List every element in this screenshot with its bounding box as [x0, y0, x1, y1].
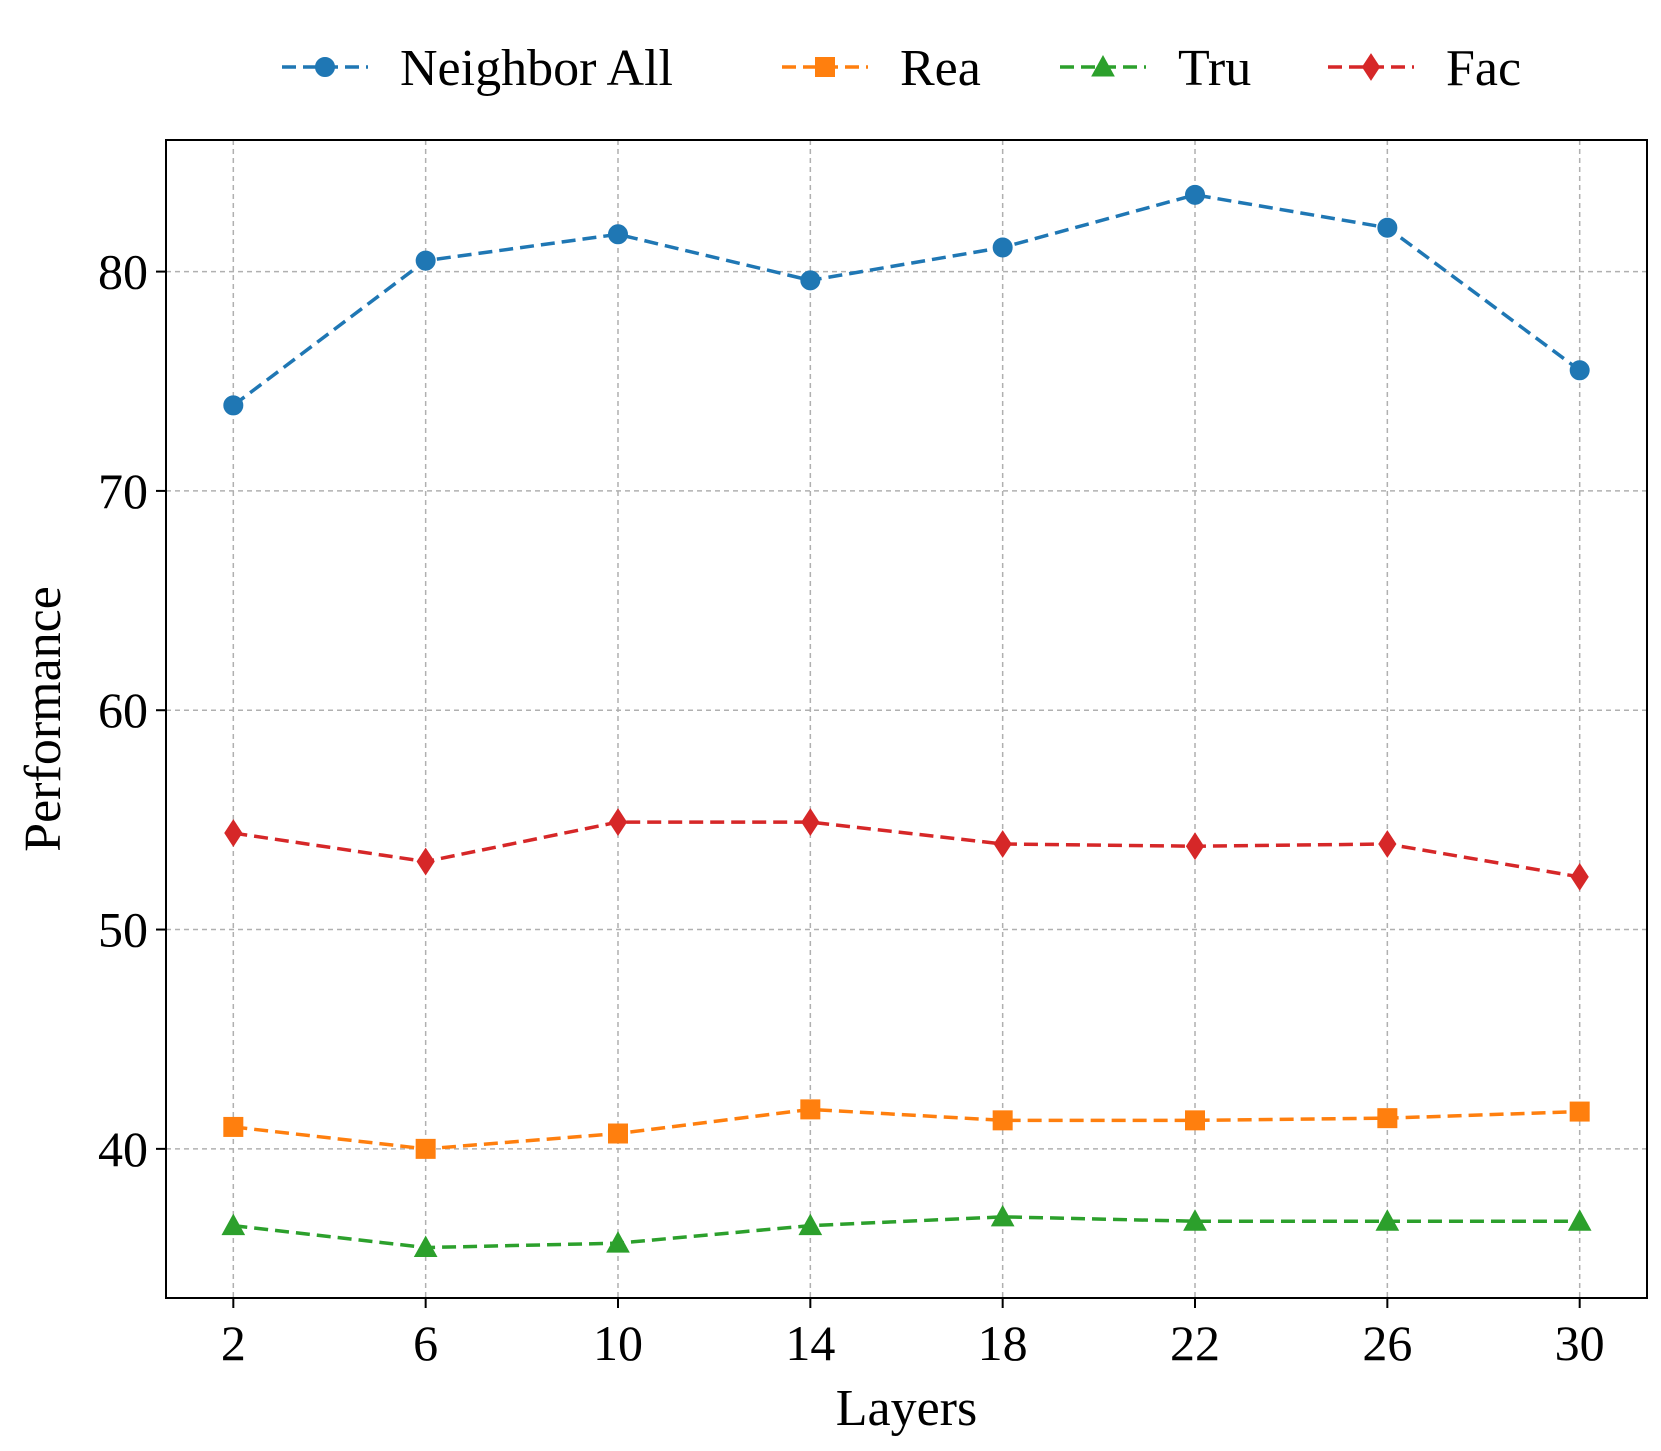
data-point — [1378, 218, 1397, 237]
data-point — [608, 225, 627, 244]
x-tick-label: 18 — [978, 1315, 1028, 1371]
data-point — [1571, 864, 1588, 890]
data-point — [993, 238, 1012, 257]
x-tick-label: 26 — [1362, 1315, 1412, 1371]
legend-label: Tru — [1178, 40, 1251, 97]
series-line — [233, 822, 1579, 877]
legend-marker — [816, 58, 835, 77]
grid — [166, 140, 1647, 1298]
y-tick-label: 80 — [98, 244, 148, 300]
legend-label: Neighbor All — [400, 40, 673, 97]
legend-item: Neighbor All — [282, 40, 673, 97]
data-point — [801, 271, 820, 290]
series-layer — [222, 185, 1590, 1256]
data-point — [994, 831, 1011, 857]
y-tick-label: 60 — [98, 682, 148, 738]
data-point — [224, 1117, 243, 1136]
data-point — [224, 396, 243, 415]
y-axis-title: Performance — [15, 586, 72, 852]
legend-label: Fac — [1446, 40, 1521, 97]
legend-item: Rea — [782, 40, 981, 97]
data-point — [222, 1215, 244, 1235]
legend-item: Tru — [1060, 40, 1251, 97]
x-tick-label: 14 — [785, 1315, 835, 1371]
data-point — [417, 849, 434, 875]
y-tick-label: 70 — [98, 463, 148, 519]
data-point — [1570, 361, 1589, 380]
legend-marker — [316, 58, 335, 77]
x-tick-label: 2 — [221, 1315, 246, 1371]
plot-frame — [166, 140, 1647, 1298]
data-point — [1186, 1111, 1205, 1130]
x-axis: 2 6 10 14 18 22 26 30 — [221, 1298, 1605, 1371]
x-tick-label: 6 — [413, 1315, 438, 1371]
series-fac — [225, 809, 1588, 890]
data-point — [1378, 1109, 1397, 1128]
y-tick-label: 40 — [98, 1121, 148, 1177]
legend-label: Rea — [900, 40, 981, 97]
data-point — [416, 251, 435, 270]
data-point — [1570, 1102, 1589, 1121]
x-tick-label: 22 — [1170, 1315, 1220, 1371]
data-point — [1186, 185, 1205, 204]
data-point — [802, 809, 819, 835]
legend-marker — [1363, 54, 1380, 80]
x-tick-label: 10 — [593, 1315, 643, 1371]
y-tick-label: 50 — [98, 902, 148, 958]
data-point — [993, 1111, 1012, 1130]
data-point — [1569, 1210, 1591, 1230]
x-axis-title: Layers — [836, 1380, 977, 1437]
data-point — [608, 1124, 627, 1143]
data-point — [1379, 831, 1396, 857]
series-tru — [222, 1206, 1590, 1257]
data-point — [416, 1139, 435, 1158]
data-point — [609, 809, 626, 835]
x-tick-label: 30 — [1555, 1315, 1605, 1371]
legend-item: Fac — [1328, 40, 1521, 97]
series-neighbor-all — [224, 185, 1589, 415]
data-point — [801, 1100, 820, 1119]
y-axis: 40 50 60 70 80 — [98, 244, 166, 1177]
series-line — [233, 1217, 1579, 1248]
data-point — [225, 820, 242, 846]
data-point — [1187, 833, 1204, 859]
legend: Neighbor All Rea Tru Fac — [282, 40, 1521, 97]
